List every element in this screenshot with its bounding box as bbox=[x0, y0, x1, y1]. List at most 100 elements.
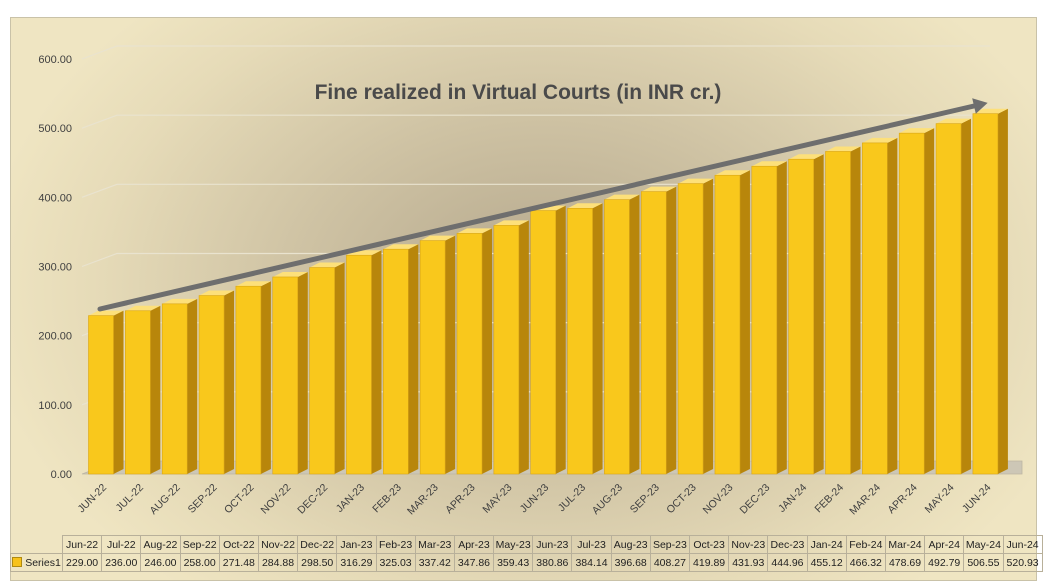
data-table-cell: 271.48 bbox=[218, 553, 259, 572]
bar-side bbox=[776, 161, 787, 474]
data-table-corner bbox=[10, 535, 63, 554]
bar-top bbox=[383, 244, 419, 250]
bar bbox=[88, 310, 124, 475]
x-tick-label: OCT-23 bbox=[664, 482, 699, 517]
data-table-header: Sep-22 bbox=[179, 535, 220, 554]
x-tick-label: SEP-22 bbox=[186, 482, 220, 516]
trend-arrow bbox=[97, 98, 988, 312]
bar-top bbox=[272, 271, 308, 277]
legend-label: Series1 bbox=[25, 556, 61, 569]
data-table-header: Oct-22 bbox=[218, 535, 259, 554]
bar-side bbox=[629, 194, 640, 474]
bar-side bbox=[113, 310, 124, 474]
y-tick-label: 600.00 bbox=[38, 54, 72, 66]
data-table-cell: 492.79 bbox=[924, 553, 965, 572]
bar-side bbox=[592, 203, 603, 474]
data-table-cell: 380.86 bbox=[532, 553, 573, 572]
x-tick-label: SEP-23 bbox=[628, 482, 662, 516]
data-table-cell: 229.00 bbox=[61, 553, 103, 572]
x-tick-label: MAY-23 bbox=[480, 482, 514, 516]
bar-front bbox=[382, 248, 409, 475]
bar-front bbox=[198, 295, 225, 475]
bar bbox=[604, 194, 640, 475]
x-tick-label: MAR-23 bbox=[405, 482, 441, 518]
bar-side bbox=[924, 128, 935, 475]
x-tick-label: JUN-24 bbox=[960, 482, 994, 516]
bar-top bbox=[604, 194, 640, 200]
y-axis: 0.00 100.00 200.00 300.00 400.00 500.00 600.00 bbox=[38, 54, 72, 481]
bar-top bbox=[936, 118, 972, 124]
data-table-cell: 384.14 bbox=[571, 553, 612, 572]
data-table-cell: 258.00 bbox=[179, 553, 220, 572]
data-table-header: Jul-23 bbox=[571, 535, 612, 554]
bar-front bbox=[309, 267, 335, 475]
bar-front bbox=[161, 303, 188, 475]
bar-top bbox=[678, 178, 714, 184]
x-tick-label: DEC-22 bbox=[295, 482, 330, 517]
data-table-cell: 431.93 bbox=[728, 553, 769, 572]
y-tick-label: 0.00 bbox=[51, 469, 72, 481]
bar bbox=[198, 290, 235, 475]
x-tick-label: APR-24 bbox=[885, 482, 920, 517]
legend-key bbox=[12, 556, 23, 567]
data-table-header: Nov-23 bbox=[728, 535, 769, 554]
bar bbox=[751, 161, 787, 475]
data-table-cell: 246.00 bbox=[140, 553, 181, 572]
x-tick-label: AUG-22 bbox=[148, 482, 183, 517]
x-axis: JUN-22 JUL-22 AUG-22 SEP-22 OCT-22 NOV-22 DEC-… bbox=[75, 482, 993, 518]
bar-front bbox=[677, 183, 704, 475]
data-table: Jun-22 Jul-22 Aug-22 Sep-22 Oct-22 Nov-22 Dec-… bbox=[10, 535, 1043, 572]
data-table-cell: 236.00 bbox=[101, 553, 142, 572]
data-table-header: Dec-23 bbox=[767, 535, 808, 554]
data-table-header: Feb-23 bbox=[375, 535, 416, 554]
data-table-cell: 347.86 bbox=[453, 553, 495, 572]
bar bbox=[382, 244, 419, 475]
bar-front bbox=[972, 113, 999, 475]
trend-arrow-shaft bbox=[97, 103, 977, 312]
data-table-header: Apr-24 bbox=[924, 535, 965, 554]
bar-side bbox=[555, 205, 566, 474]
gridline bbox=[81, 114, 990, 129]
bar-top bbox=[899, 128, 935, 134]
data-table-cell: 396.68 bbox=[610, 553, 651, 572]
bar-side bbox=[518, 220, 529, 474]
x-tick-label: FEB-24 bbox=[812, 482, 846, 516]
x-tick-label: MAR-24 bbox=[847, 482, 883, 518]
bar-front bbox=[125, 310, 151, 475]
x-tick-label: OCT-22 bbox=[222, 482, 257, 517]
bar-side bbox=[887, 137, 898, 475]
bar-top bbox=[309, 262, 345, 268]
bar-side bbox=[371, 250, 382, 474]
bar bbox=[640, 186, 677, 475]
data-table-header: Jul-22 bbox=[101, 535, 142, 554]
data-table-header-row: Jun-22 Jul-22 Aug-22 Sep-22 Oct-22 Nov-22 Dec-… bbox=[10, 535, 1043, 554]
bar bbox=[309, 262, 345, 475]
bar-front bbox=[640, 191, 667, 475]
bar-side bbox=[961, 118, 972, 474]
x-tick-label: NOV-23 bbox=[701, 482, 736, 517]
bar-side bbox=[260, 281, 271, 474]
x-tick-label: DEC-23 bbox=[738, 482, 773, 517]
bar-front bbox=[456, 233, 483, 475]
data-table-cell: 359.43 bbox=[493, 553, 534, 572]
data-table-header: Nov-22 bbox=[257, 535, 299, 554]
bar bbox=[567, 203, 603, 475]
bar-front bbox=[419, 240, 446, 475]
bar-top bbox=[972, 108, 1008, 114]
y-tick-label: 400.00 bbox=[38, 192, 72, 204]
x-tick-label: APR-23 bbox=[443, 482, 478, 517]
bar-side bbox=[334, 262, 345, 474]
bar-front bbox=[604, 199, 630, 475]
bar-top bbox=[199, 290, 235, 296]
bar-top bbox=[751, 161, 787, 167]
bar-top bbox=[457, 228, 492, 234]
bar bbox=[346, 250, 382, 475]
bar bbox=[788, 154, 824, 475]
bar-side bbox=[850, 146, 861, 474]
bar bbox=[125, 305, 161, 475]
bar-side bbox=[150, 305, 161, 474]
x-tick-label: JUL-22 bbox=[114, 482, 147, 515]
x-tick-label: JAN-24 bbox=[776, 482, 809, 515]
bar-top bbox=[788, 154, 824, 160]
